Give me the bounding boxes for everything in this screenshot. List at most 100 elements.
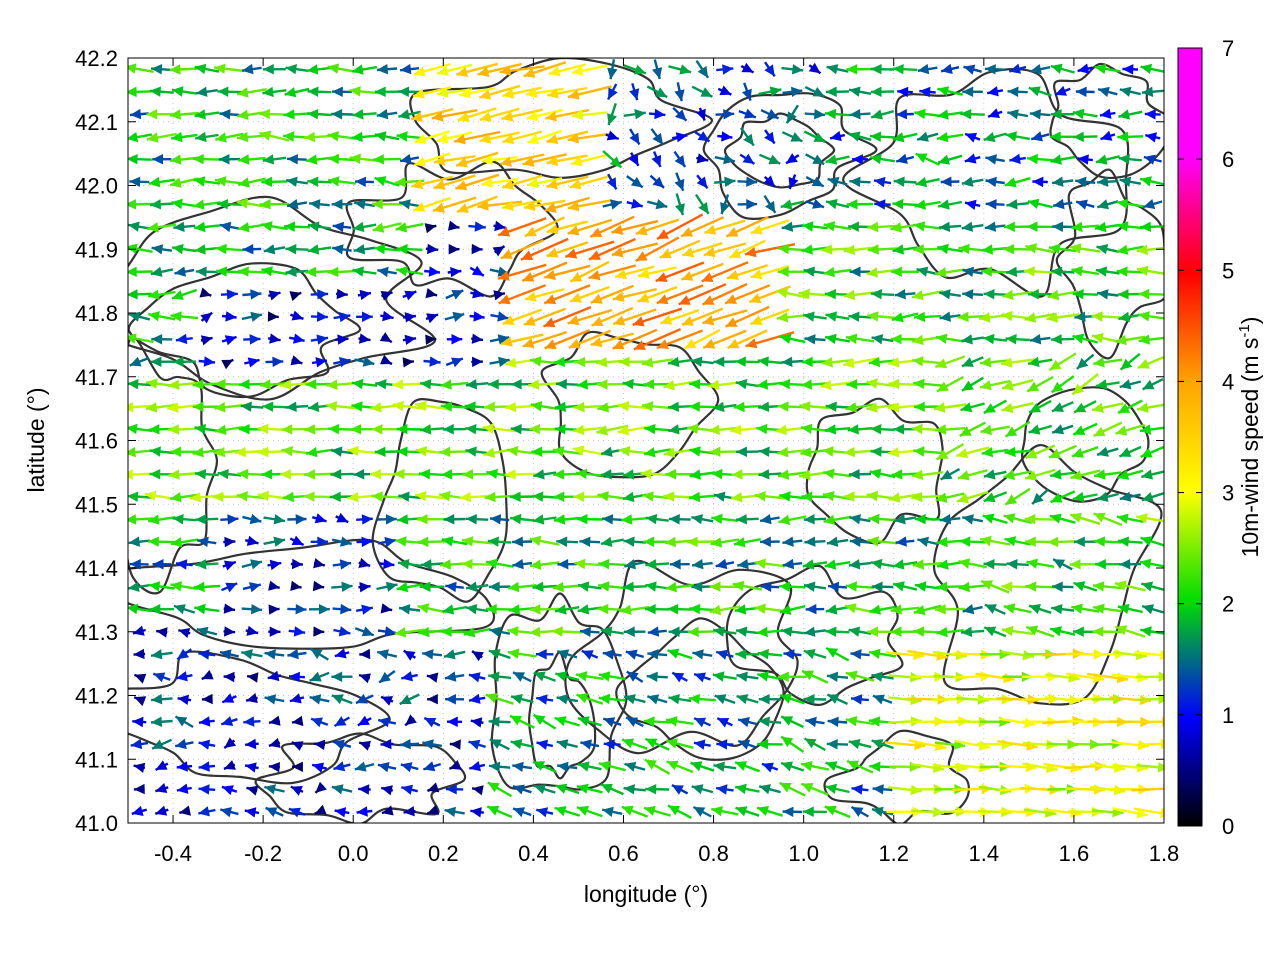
wind-arrow — [892, 559, 918, 570]
wind-arrow — [936, 626, 964, 638]
wind-arrow — [999, 717, 1036, 729]
wind-arrow — [825, 646, 850, 662]
wind-arrow — [284, 87, 310, 98]
wind-arrow — [745, 331, 795, 349]
wind-arrow — [223, 536, 236, 548]
wind-arrow — [691, 784, 714, 795]
wind-arrow — [485, 693, 514, 705]
wind-arrow — [463, 627, 491, 638]
wind-arrow — [1052, 221, 1074, 232]
wind-arrow — [172, 356, 196, 367]
wind-arrow — [761, 762, 779, 773]
wind-arrow — [1025, 243, 1056, 254]
wind-arrow — [532, 760, 557, 773]
wind-arrow — [754, 491, 786, 502]
wind-arrow — [827, 581, 847, 592]
wind-arrow — [602, 649, 622, 660]
wind-arrow — [1094, 221, 1121, 233]
wind-arrow — [824, 289, 850, 300]
wind-arrow — [710, 537, 740, 548]
wind-arrow — [824, 108, 850, 120]
wind-arrow — [214, 424, 244, 435]
wind-arrow — [800, 379, 829, 390]
wind-arrow — [804, 536, 826, 547]
wind-arrow — [869, 468, 896, 479]
wind-arrow — [709, 604, 741, 616]
wind-arrow — [894, 289, 916, 300]
wind-arrow — [198, 356, 216, 367]
wind-arrows — [128, 59, 1164, 819]
wind-arrow — [897, 86, 913, 98]
wind-arrow — [289, 535, 305, 546]
wind-arrow — [939, 514, 961, 525]
wind-arrow — [245, 693, 258, 704]
wind-arrow — [436, 131, 473, 144]
wind-arrow — [596, 424, 629, 436]
wind-arrow — [892, 581, 918, 592]
wind-arrow — [1094, 63, 1121, 74]
wind-arrow — [712, 671, 737, 682]
wind-arrow — [1100, 130, 1116, 141]
wind-arrow — [851, 784, 869, 795]
y-tick-label: 41.1 — [75, 747, 118, 772]
wind-arrow — [456, 195, 498, 214]
wind-arrow — [174, 738, 194, 750]
wind-arrow — [1025, 581, 1056, 592]
wind-arrow — [193, 221, 220, 233]
wind-arrow — [313, 626, 325, 637]
wind-arrow — [801, 244, 829, 255]
wind-arrow — [223, 671, 236, 683]
wind-arrow — [221, 582, 238, 593]
contour-line — [128, 335, 219, 595]
wind-arrow — [512, 807, 532, 818]
wind-arrow — [917, 536, 938, 547]
wind-arrow — [470, 288, 485, 299]
wind-arrow — [487, 379, 512, 390]
wind-arrow — [133, 696, 147, 707]
wind-arrow — [576, 805, 603, 818]
wind-arrow — [940, 467, 961, 481]
wind-arrow — [758, 86, 782, 97]
wind-arrow — [867, 311, 898, 322]
wind-arrow — [849, 266, 871, 277]
wind-arrow — [263, 536, 286, 547]
wind-arrow — [825, 401, 850, 412]
colorbar-ticks: 0 1 2 3 4 5 6 7 — [1178, 36, 1234, 839]
wind-arrow — [622, 378, 648, 390]
wind-arrow — [358, 333, 371, 344]
wind-arrow — [808, 62, 822, 75]
wind-arrow — [717, 85, 732, 96]
wind-arrow — [934, 604, 966, 615]
wind-arrow — [376, 581, 398, 592]
wind-arrow — [643, 805, 671, 817]
x-tick-label: 1.0 — [788, 841, 819, 866]
wind-arrow — [1049, 513, 1076, 524]
wind-arrow — [980, 579, 1010, 594]
wind-arrow — [420, 559, 444, 570]
wind-arrow — [1115, 423, 1146, 436]
wind-arrow — [986, 86, 1004, 97]
wind-arrow — [398, 199, 421, 210]
wind-arrow — [355, 604, 374, 615]
wind-arrow — [378, 670, 396, 684]
wind-arrow — [423, 356, 441, 367]
wind-arrow — [614, 265, 655, 280]
wind-arrow — [262, 154, 287, 165]
wind-arrow — [983, 399, 1007, 414]
wind-arrow — [354, 761, 375, 772]
wind-arrow — [469, 311, 485, 322]
wind-arrow — [336, 288, 348, 300]
wind-arrow — [688, 401, 716, 412]
wind-arrow — [245, 738, 259, 750]
wind-arrow — [156, 627, 168, 638]
wind-arrow — [567, 85, 612, 100]
wind-arrow — [395, 222, 424, 233]
wind-arrow — [357, 715, 372, 727]
wind-arrow — [441, 401, 469, 412]
wind-arrow — [691, 85, 713, 98]
wind-arrow — [133, 783, 145, 795]
wind-arrow — [327, 131, 357, 142]
wind-arrow — [567, 218, 613, 236]
wind-arrow — [423, 716, 441, 728]
wind-arrow — [489, 356, 510, 367]
